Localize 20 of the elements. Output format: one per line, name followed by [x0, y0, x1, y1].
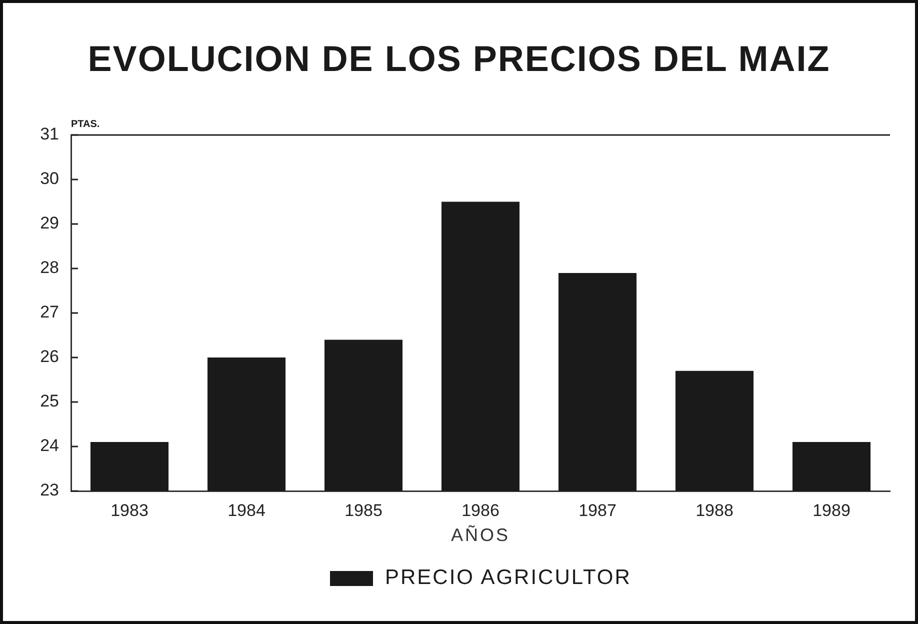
- x-tick-label: 1988: [696, 500, 734, 520]
- legend-label: PRECIO AGRICULTOR: [385, 566, 632, 590]
- y-axis-title: PTAS.: [71, 119, 100, 130]
- y-tick-label: 30: [40, 169, 59, 188]
- x-tick-label: 1989: [812, 500, 850, 520]
- y-tick-label: 29: [40, 214, 59, 233]
- y-tick-label: 26: [40, 347, 59, 366]
- y-tick-label: 24: [40, 436, 59, 456]
- x-tick-label: 1983: [110, 500, 148, 520]
- y-tick-label: 23: [40, 480, 59, 500]
- y-tick-label: 27: [40, 302, 59, 322]
- y-tick-label: 25: [40, 392, 59, 411]
- x-tick-label: 1985: [344, 500, 382, 520]
- x-axis-title: AÑOS: [451, 525, 510, 546]
- x-tick-label: 1987: [578, 500, 616, 520]
- y-tick-label: 28: [40, 258, 59, 278]
- x-tick-label: 1984: [228, 500, 266, 520]
- x-tick-label: 1986: [462, 500, 500, 520]
- y-tick-label: 31: [40, 124, 59, 144]
- chart-title: EVOLUCION DE LOS PRECIOS DEL MAIZ: [86, 38, 832, 80]
